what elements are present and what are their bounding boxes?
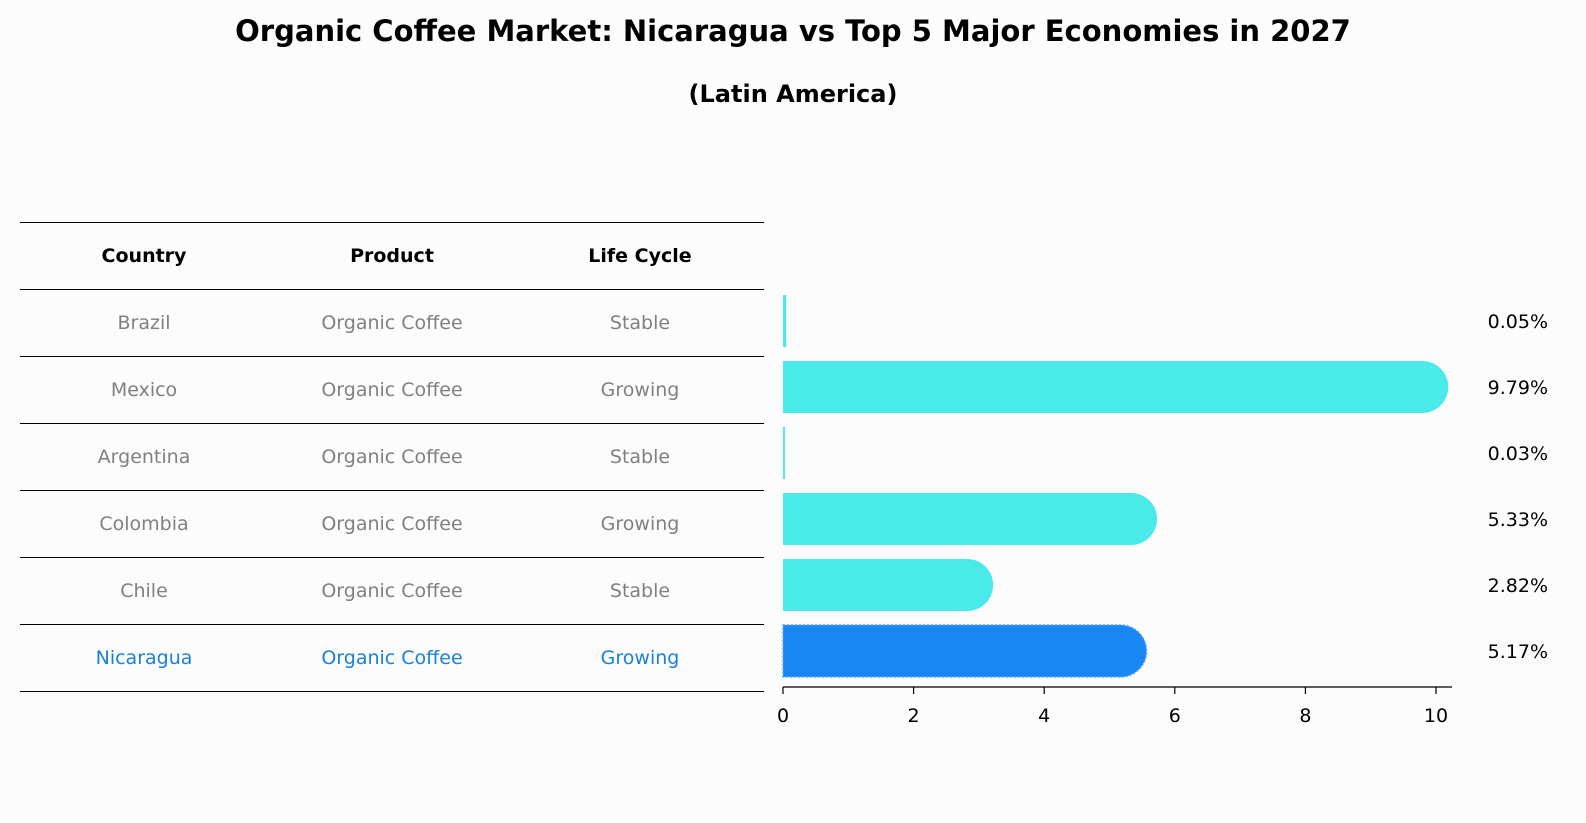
data-table: Country Product Life Cycle Brazil Organi… xyxy=(20,222,764,692)
table-row: Brazil Organic Coffee Stable xyxy=(20,289,764,356)
header-country: Country xyxy=(101,245,187,267)
cell-product: Organic Coffee xyxy=(321,580,463,602)
table-row: Colombia Organic Coffee Growing xyxy=(20,490,764,557)
bar-colombia xyxy=(783,493,1158,545)
x-tick-label: 6 xyxy=(1169,705,1181,727)
cell-product: Organic Coffee xyxy=(321,513,463,535)
bar-mexico xyxy=(783,361,1449,413)
chart-title: Organic Coffee Market: Nicaragua vs Top … xyxy=(235,14,1351,48)
cell-life-cycle: Growing xyxy=(600,513,680,535)
cell-product: Organic Coffee xyxy=(321,647,463,669)
value-label: 5.17% xyxy=(1488,641,1548,663)
cell-life-cycle: Growing xyxy=(600,647,680,669)
chart-subtitle: (Latin America) xyxy=(688,80,898,108)
x-tick-label: 10 xyxy=(1424,705,1448,727)
table-header-row: Country Product Life Cycle xyxy=(20,222,764,289)
cell-country: Colombia xyxy=(99,513,189,535)
x-tick-label: 2 xyxy=(908,705,920,727)
value-label: 2.82% xyxy=(1488,575,1548,597)
table-row: Mexico Organic Coffee Growing xyxy=(20,356,764,423)
cell-country: Argentina xyxy=(97,446,191,468)
cell-country: Chile xyxy=(120,580,168,602)
cell-product: Organic Coffee xyxy=(321,379,463,401)
x-tick-label: 0 xyxy=(777,705,789,727)
x-tick-label: 4 xyxy=(1038,705,1050,727)
cell-life-cycle: Stable xyxy=(609,312,671,334)
cell-life-cycle: Stable xyxy=(609,446,671,468)
table-row: Chile Organic Coffee Stable xyxy=(20,557,764,624)
cell-country: Mexico xyxy=(110,379,178,401)
cell-product: Organic Coffee xyxy=(321,312,463,334)
cell-product: Organic Coffee xyxy=(321,446,463,468)
cell-life-cycle: Growing xyxy=(600,379,680,401)
header-product: Product xyxy=(350,245,434,267)
value-label: 9.79% xyxy=(1488,377,1548,399)
table-row-highlighted: Nicaragua Organic Coffee Growing xyxy=(20,624,764,692)
value-label: 0.05% xyxy=(1488,311,1548,333)
cell-life-cycle: Stable xyxy=(609,580,671,602)
table-row: Argentina Organic Coffee Stable xyxy=(20,423,764,490)
bar-argentina xyxy=(783,427,785,479)
cell-country: Brazil xyxy=(117,312,171,334)
bar-nicaragua xyxy=(782,624,1148,678)
value-label: 5.33% xyxy=(1488,509,1548,531)
value-label: 0.03% xyxy=(1488,443,1548,465)
x-tick-label: 8 xyxy=(1299,705,1311,727)
bar-chile xyxy=(783,559,994,611)
header-life-cycle: Life Cycle xyxy=(588,245,692,267)
cell-country: Nicaragua xyxy=(95,647,193,669)
bar-brazil xyxy=(783,295,787,347)
